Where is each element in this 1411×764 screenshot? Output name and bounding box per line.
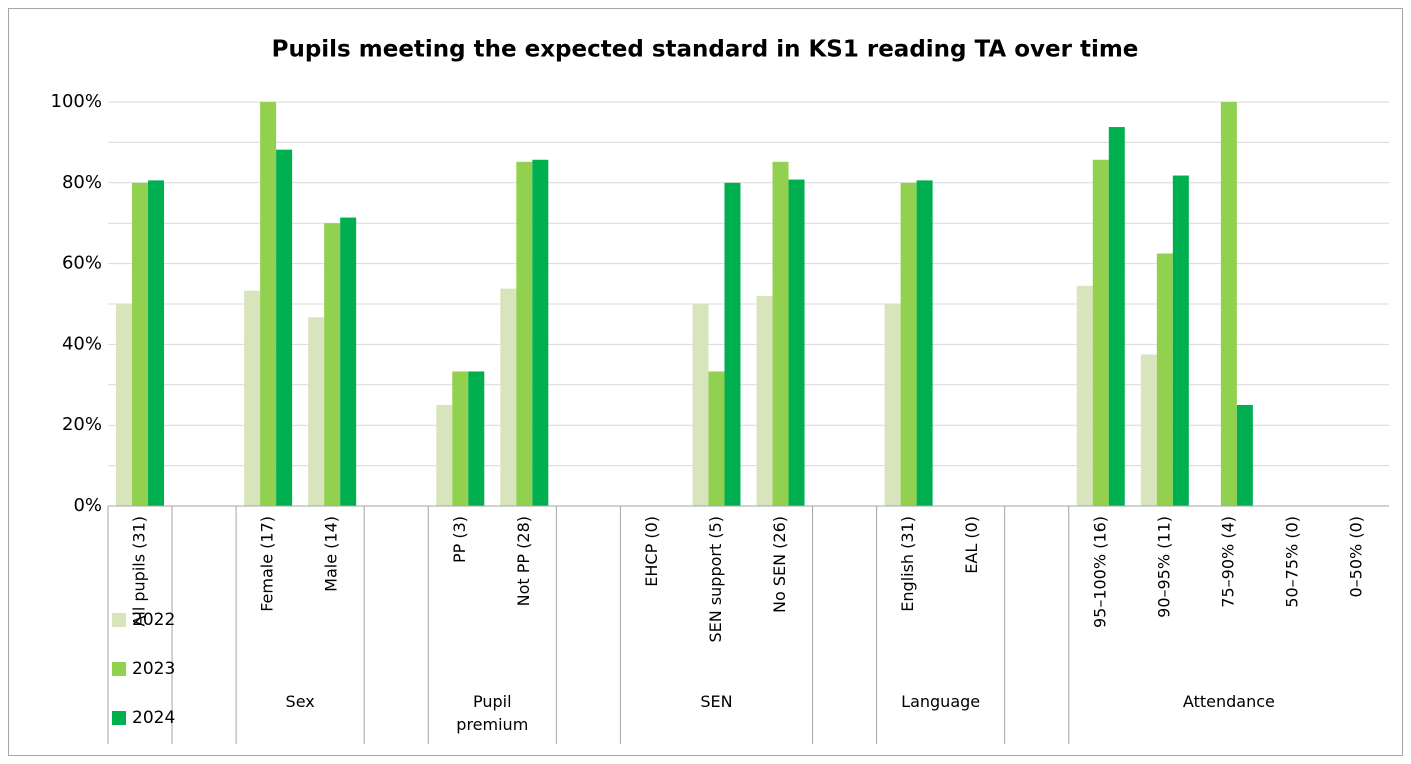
x-tick-label: English (31) — [898, 516, 917, 612]
legend-swatch — [112, 662, 126, 676]
x-tick-label: 50–75% (0) — [1282, 516, 1301, 608]
bar — [260, 102, 277, 506]
group-label: Language — [901, 692, 981, 711]
y-tick-label: 20% — [62, 414, 102, 435]
bar — [532, 159, 549, 506]
group-label: Sex — [285, 692, 315, 711]
x-tick-label: 75–90% (4) — [1218, 516, 1237, 608]
x-tick-label: Male (14) — [322, 516, 341, 592]
x-tick-label: SEN support (5) — [706, 516, 725, 643]
legend-label: 2022 — [132, 610, 175, 630]
bar — [916, 180, 933, 506]
bar — [1172, 175, 1189, 506]
bar — [468, 371, 485, 506]
chart-title: Pupils meeting the expected standard in … — [272, 37, 1139, 63]
x-tick-label: No SEN (26) — [770, 516, 789, 613]
group-label: Pupil premium — [456, 692, 529, 734]
bar — [1076, 285, 1093, 506]
bar — [452, 371, 469, 506]
bar — [788, 179, 805, 506]
bar — [900, 182, 917, 507]
group-label: SEN — [700, 692, 733, 711]
bar — [340, 217, 357, 506]
bar — [884, 304, 901, 506]
bar — [132, 182, 149, 507]
bar — [724, 182, 741, 507]
legend-swatch — [112, 613, 126, 627]
bar — [1236, 405, 1253, 506]
bar — [116, 304, 133, 506]
bar — [500, 288, 517, 506]
legend-swatch — [112, 711, 126, 725]
bar — [1220, 102, 1237, 506]
bar — [756, 295, 773, 506]
bar — [1108, 127, 1125, 506]
y-tick-label: 60% — [62, 253, 102, 274]
bar — [244, 290, 261, 506]
y-tick-label: 40% — [62, 333, 102, 354]
bar — [436, 405, 453, 506]
bar — [772, 161, 789, 507]
x-tick-label: Female (17) — [258, 516, 277, 612]
x-tick-label: EHCP (0) — [642, 516, 661, 587]
bar — [148, 180, 165, 506]
legend-label: 2023 — [132, 659, 175, 679]
x-tick-label: Not PP (28) — [514, 516, 533, 606]
x-tick-label: 95–100% (16) — [1090, 516, 1109, 628]
x-tick-label: 0–50% (0) — [1346, 516, 1365, 598]
bar — [708, 371, 725, 506]
y-tick-label: 100% — [51, 91, 102, 112]
bar — [692, 304, 709, 506]
bar — [516, 161, 533, 507]
bar — [1156, 253, 1173, 506]
x-tick-label: 90–95% (11) — [1154, 516, 1173, 618]
bar — [324, 223, 341, 506]
group-label: Attendance — [1182, 692, 1275, 711]
x-tick-label: PP (3) — [450, 516, 469, 563]
bar — [308, 317, 325, 506]
bar — [276, 149, 293, 506]
x-tick-label: EAL (0) — [962, 516, 981, 574]
x-tick-label: All pupils (31) — [130, 516, 149, 627]
y-tick-label: 80% — [62, 172, 102, 193]
bar — [1092, 159, 1109, 506]
legend-label: 2024 — [132, 708, 175, 728]
y-tick-label: 0% — [73, 495, 102, 516]
bar — [1140, 354, 1157, 506]
